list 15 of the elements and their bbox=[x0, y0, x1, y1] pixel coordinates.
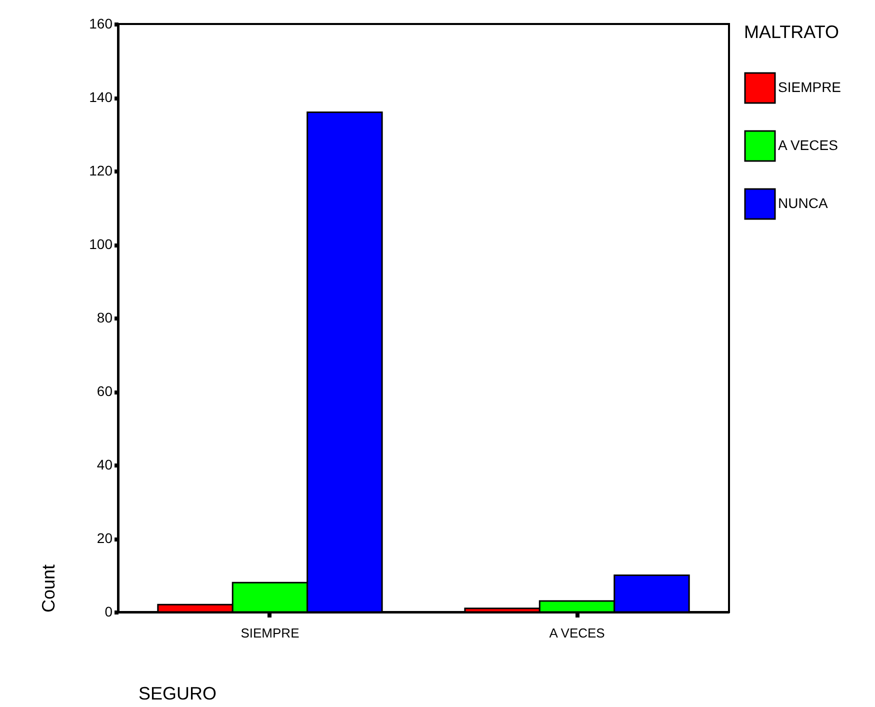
legend-label: SIEMPRE bbox=[778, 79, 842, 95]
y-tick-label: 160 bbox=[89, 16, 113, 32]
y-tick-label: 100 bbox=[89, 236, 113, 252]
y-tick-label: 120 bbox=[89, 162, 113, 178]
y-tick-label: 80 bbox=[96, 310, 113, 326]
y-tick-label: 60 bbox=[96, 383, 113, 399]
y-tick-label: 140 bbox=[89, 89, 113, 105]
x-axis-title: SEGURO bbox=[138, 684, 217, 704]
legend-label: NUNCA bbox=[778, 195, 828, 211]
legend-label: A VECES bbox=[778, 137, 838, 153]
legend-title: MALTRATO bbox=[744, 22, 840, 42]
y-tick-label: 0 bbox=[104, 604, 113, 620]
y-tick-label: 20 bbox=[96, 530, 113, 546]
y-tick-label: 40 bbox=[96, 456, 113, 472]
y-axis-title: Count bbox=[38, 564, 58, 612]
